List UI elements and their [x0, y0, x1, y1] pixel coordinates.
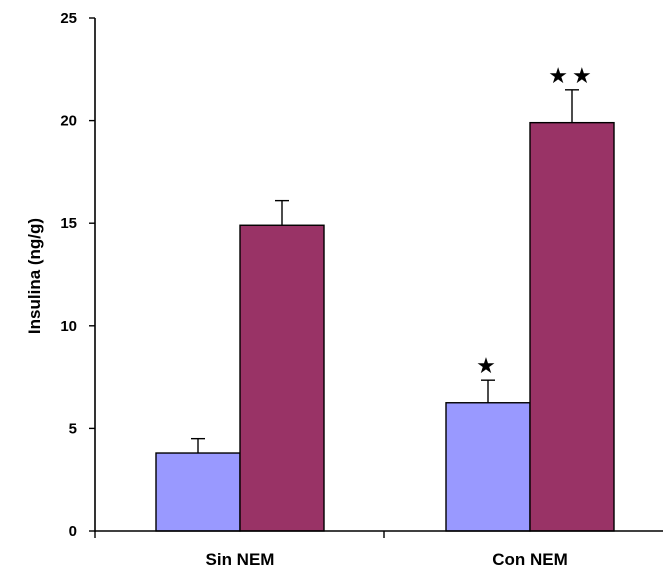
error-bar-s1-1: [565, 89, 579, 123]
bar-s0-1: [445, 402, 531, 532]
x-category-label: Sin NEM: [206, 550, 275, 569]
x-category-label: Con NEM: [492, 550, 568, 569]
y-axis-title: Insulina (ng/g): [25, 218, 44, 334]
error-bar-s0-1: [481, 379, 495, 403]
y-tick-label: 15: [60, 215, 77, 232]
bar-s0-0: [155, 452, 241, 532]
error-bar-s0-0: [191, 437, 205, 454]
bar-s1-0: [239, 224, 325, 532]
significance-layer: ★★★: [476, 64, 595, 379]
bars-layer: [155, 121, 615, 532]
bar-s1-1: [529, 121, 615, 532]
significance-star-s0-1: ★: [476, 354, 500, 379]
y-tick-label: 10: [60, 318, 77, 335]
y-tick-label: 0: [69, 523, 77, 540]
y-tick-label: 5: [69, 420, 77, 437]
error-bar-s1-0: [275, 199, 289, 226]
y-tick-label: 25: [60, 10, 77, 27]
y-tick-label: 20: [60, 113, 77, 130]
axes-layer: 0 5 10 15 20 25 Sin NEM Con NEM: [60, 10, 663, 569]
significance-star-s1-1: ★★: [548, 64, 595, 89]
error-bars-layer: [191, 89, 579, 454]
